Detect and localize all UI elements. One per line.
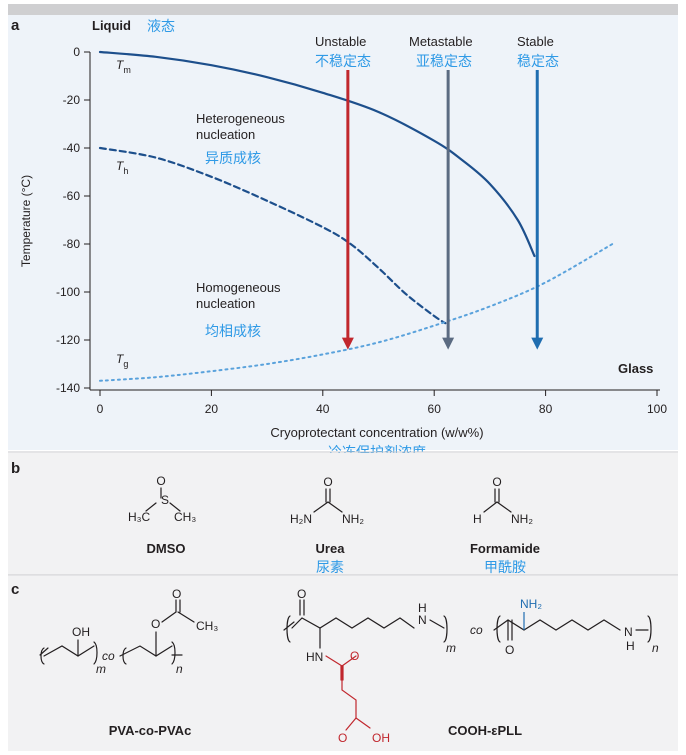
- pll-red-oh: OH: [372, 731, 390, 745]
- panel-b-background: [8, 453, 678, 575]
- pll-nh2-group: NH₂: [520, 597, 542, 611]
- pll-m-subscript: m: [446, 641, 456, 655]
- urea-cn-name: 尿素: [316, 560, 344, 576]
- heterogeneous-label-1: Heterogeneous: [196, 111, 285, 126]
- arrow-stable-head: [531, 337, 544, 350]
- series-t-h-line: [98, 146, 447, 325]
- heterogeneous-cn-label: 异质成核: [205, 151, 261, 167]
- pll-carbonyl-o-1: O: [297, 587, 306, 601]
- dmso-o-atom: O: [156, 474, 165, 488]
- pva-ch3-group: CH₃: [196, 619, 218, 633]
- pll-h-atom-1: H: [418, 601, 427, 615]
- stable-cn-label: 稳定态: [517, 54, 559, 70]
- glass-label: Glass: [618, 361, 653, 376]
- urea-structure: O H₂N NH₂ Urea 尿素: [290, 475, 364, 576]
- pva-name: PVA-co-PVAc: [109, 723, 192, 738]
- dmso-h3c-group: H₃C: [128, 510, 151, 524]
- tm-label: Tm: [116, 58, 131, 75]
- formamide-name: Formamide: [470, 541, 540, 556]
- x-tick-label: 60: [428, 402, 442, 416]
- arrow-metastable-head: [442, 337, 455, 350]
- y-tick-label: -120: [56, 333, 80, 347]
- formamide-nh2-group: NH₂: [511, 512, 533, 526]
- pll-carbonyl-o-2: O: [505, 643, 514, 657]
- pva-oh-group: OH: [72, 625, 90, 639]
- x-tick-label: 100: [647, 402, 667, 416]
- pll-co-text: co: [470, 623, 483, 637]
- pva-carbonyl-o: O: [172, 587, 181, 601]
- unstable-label: Unstable: [315, 34, 366, 49]
- pll-name: COOH-εPLL: [448, 723, 522, 738]
- dmso-name: DMSO: [147, 541, 186, 556]
- liquid-cn-label: 液态: [147, 19, 175, 35]
- panel-c-letter: c: [11, 581, 19, 598]
- formamide-structure: O H NH₂ Formamide 甲酰胺: [470, 475, 540, 576]
- arrow-unstable-head: [341, 337, 354, 350]
- panel-a-letter: a: [11, 17, 20, 34]
- x-tick-label: 20: [205, 402, 219, 416]
- urea-h2n-group: H₂N: [290, 512, 312, 526]
- y-tick-label: -100: [56, 285, 80, 299]
- pll-red-o-2: O: [338, 731, 347, 745]
- liquid-label: Liquid: [92, 18, 131, 33]
- th-label: Th: [116, 159, 128, 176]
- metastable-label: Metastable: [409, 34, 473, 49]
- pva-structure: OH m co O O CH₃ n PVA-co-PVAc: [39, 587, 218, 738]
- formamide-o-atom: O: [492, 475, 501, 489]
- pva-n-subscript: n: [176, 662, 183, 676]
- panel-c-background: [8, 576, 678, 751]
- pll-n-atom-2: N: [624, 625, 633, 639]
- x-tick-label: 0: [97, 402, 104, 416]
- y-ticks: 0 -20 -40 -60 -80 -100 -120 -140: [56, 45, 90, 395]
- homogeneous-cn-label: 均相成核: [205, 324, 261, 340]
- urea-name: Urea: [316, 541, 346, 556]
- pva-m-subscript: m: [96, 662, 106, 676]
- pll-h-atom-2: H: [626, 639, 635, 653]
- pll-n-subscript: n: [652, 641, 659, 655]
- x-tick-label: 80: [539, 402, 553, 416]
- dmso-s-atom: S: [161, 493, 169, 507]
- panel-b-letter: b: [11, 460, 20, 477]
- y-tick-label: -140: [56, 381, 80, 395]
- panel-b: b O S H₃C CH₃ DMSO O H₂N NH₂ Urea 尿素 O: [8, 453, 678, 576]
- curves: [98, 50, 614, 382]
- y-tick-label: -20: [63, 93, 81, 107]
- urea-nh2-group: NH₂: [342, 512, 364, 526]
- x-ticks: 0 20 40 60 80 100: [97, 390, 667, 416]
- urea-o-atom: O: [323, 475, 332, 489]
- unstable-cn-label: 不稳定态: [315, 54, 371, 70]
- pll-hn-group: HN: [306, 650, 323, 664]
- pll-n-atom-1: N: [418, 613, 427, 627]
- pva-o-atom: O: [151, 617, 160, 631]
- tg-label: Tg: [116, 352, 128, 369]
- dmso-ch3-group: CH₃: [174, 510, 196, 524]
- homogeneous-label-2: nucleation: [196, 296, 255, 311]
- y-tick-label: -80: [63, 237, 81, 251]
- x-tick-label: 40: [316, 402, 330, 416]
- metastable-cn-label: 亚稳定态: [416, 54, 472, 70]
- series-t-g-line: [99, 243, 614, 382]
- pll-structure: O HN O O OH N H m co O NH₂: [283, 587, 659, 745]
- y-tick-label: -40: [63, 141, 81, 155]
- stable-label: Stable: [517, 34, 554, 49]
- pll-red-o-1: O: [350, 649, 359, 663]
- heterogeneous-label-2: nucleation: [196, 127, 255, 142]
- y-axis-label: Temperature (°C): [19, 175, 33, 267]
- y-tick-label: 0: [73, 45, 80, 59]
- arrows: [341, 70, 544, 350]
- y-tick-label: -60: [63, 189, 81, 203]
- dmso-structure: O S H₃C CH₃ DMSO: [128, 474, 196, 556]
- panel-a: a Liquid 液态 0 -20 -40 -60 -80 -100 -120 -140 0 2…: [8, 15, 678, 461]
- series-t-m-line: [98, 50, 536, 258]
- chart-background: [8, 15, 678, 450]
- pva-co-text: co: [102, 649, 115, 663]
- top-bar: [8, 4, 678, 15]
- panel-c: c OH m co O O CH₃ n PVA-co-PVAc: [8, 576, 678, 751]
- formamide-h-atom: H: [473, 512, 482, 526]
- formamide-cn-name: 甲酰胺: [484, 560, 526, 576]
- homogeneous-label-1: Homogeneous: [196, 280, 281, 295]
- x-axis-label: Cryoprotectant concentration (w/w%): [270, 425, 483, 440]
